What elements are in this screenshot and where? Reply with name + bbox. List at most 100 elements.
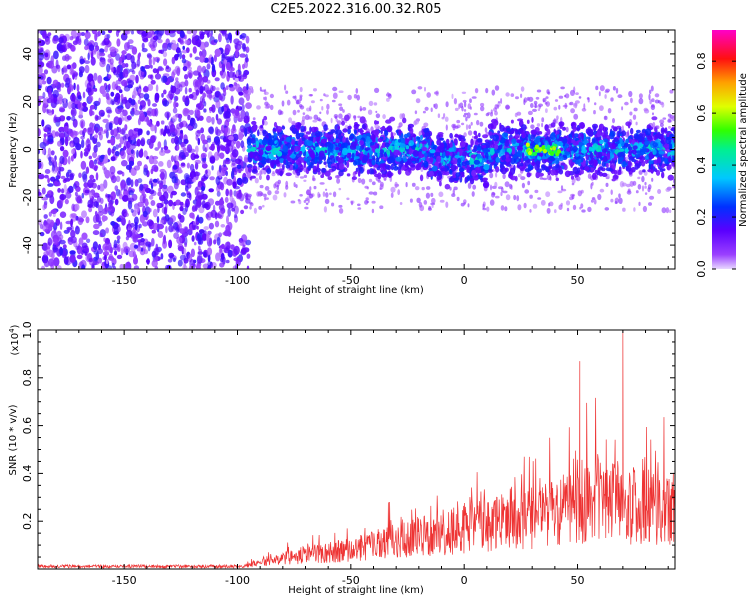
spectrogram-cell	[610, 189, 613, 195]
spectrogram-cell	[181, 58, 187, 64]
spectrogram-cell	[470, 121, 473, 126]
spectrogram-cell	[162, 191, 169, 200]
spectrogram-cell	[87, 127, 94, 136]
spectrogram-cell	[111, 67, 114, 73]
spectrogram-cell	[564, 102, 568, 109]
spectrogram-cell	[240, 209, 245, 215]
spectrogram-cell	[41, 119, 45, 127]
spectrogram-cell	[81, 242, 88, 249]
spectrogram-cell	[550, 169, 556, 176]
spectrogram-cell	[536, 89, 542, 93]
spectrogram-cell	[85, 216, 90, 224]
spectrogram-cell	[198, 72, 201, 78]
spectrogram-cell	[650, 104, 656, 111]
spectrogram-cell	[52, 89, 59, 98]
spectrogram-cell	[154, 107, 159, 117]
spectrogram-cell	[137, 99, 141, 104]
spectrogram-cell	[271, 172, 276, 177]
spectrogram-cell	[335, 118, 339, 122]
spectrogram-cell	[301, 137, 306, 142]
spectrogram-cell	[601, 172, 608, 177]
spectrogram-cell	[618, 127, 622, 135]
spectrogram-cell	[579, 169, 585, 175]
spectrogram-cell	[527, 110, 533, 116]
spectrogram-cell	[565, 126, 569, 133]
spectrogram-cell	[463, 101, 467, 108]
spectrogram-cell	[188, 148, 196, 153]
spectrogram-cell	[604, 207, 610, 211]
spectrogram-cell	[93, 261, 100, 265]
spectrogram-cell	[491, 89, 496, 96]
spectrogram-cell	[88, 257, 93, 263]
spectrogram-cell	[618, 193, 621, 199]
spectrogram-cell	[263, 91, 269, 96]
spectrogram-cell	[88, 95, 94, 103]
spectrogram-cell	[199, 55, 206, 63]
spectrogram-cell	[313, 185, 317, 190]
spectrogram-cell	[211, 63, 216, 73]
spectrogram-cell	[64, 53, 70, 62]
spectrogram-cell	[187, 228, 193, 236]
spectrogram-cell	[583, 103, 586, 110]
spectrogram-cell	[110, 91, 115, 97]
spectrogram-cell	[155, 32, 162, 40]
spectrogram-cell	[152, 68, 158, 74]
spectrogram-cell	[371, 159, 376, 166]
spectrogram-cell	[557, 190, 563, 194]
spectrogram-cell	[672, 166, 675, 169]
spectrogram-cell	[467, 130, 473, 136]
spectrogram-cell	[157, 205, 160, 213]
spectrogram-cell	[651, 177, 654, 182]
spectrogram-cell	[285, 180, 289, 187]
spectrogram-cell	[265, 145, 272, 151]
spectrogram-cell	[225, 259, 230, 264]
spectrogram-cell	[672, 115, 675, 122]
spectrogram-cell	[526, 172, 531, 178]
spectrogram-cell	[346, 160, 350, 169]
spectrogram-cell	[146, 130, 150, 136]
spectrogram-cell	[53, 116, 57, 124]
spectrogram-cell	[635, 190, 639, 194]
spectrogram-cell	[57, 265, 62, 269]
spectrogram-cell	[185, 123, 188, 129]
spectrogram-cell	[225, 170, 228, 177]
spectrogram-cell	[116, 38, 121, 47]
spectrogram-cell	[585, 136, 591, 140]
spectrogram-cell	[404, 150, 407, 154]
spectrogram-cell	[430, 107, 433, 113]
spectrogram-cell	[201, 163, 208, 169]
spectrogram-cell	[593, 110, 596, 115]
spectrogram-cell	[357, 177, 362, 184]
spectrogram-cell	[218, 95, 223, 101]
spectrogram-cell	[375, 110, 378, 114]
spectrogram-cell	[47, 218, 51, 224]
spectrogram-cell	[184, 86, 188, 95]
spectrogram-cell	[424, 106, 429, 111]
spectrogram-cell	[227, 221, 233, 231]
spectrogram-cell	[143, 150, 148, 158]
spectrogram-cell	[137, 178, 143, 184]
spectrogram-cell	[130, 55, 135, 64]
spectrogram-cell	[323, 124, 328, 132]
spectrogram-cell	[209, 156, 216, 164]
spectrogram-cell	[371, 155, 376, 161]
spectrogram-cell	[131, 30, 134, 35]
spectrogram-cell	[218, 203, 225, 211]
spectrogram-cell	[355, 88, 359, 94]
spectrogram-cell	[184, 74, 189, 80]
spectrogram-cell	[323, 206, 327, 213]
spectrogram-cell	[438, 191, 444, 198]
spectrogram-cell	[160, 128, 165, 135]
spectrogram-cell	[239, 241, 245, 246]
spectrogram-cell	[560, 86, 565, 90]
spectrogram-cell	[469, 98, 472, 103]
spectrogram-cell	[657, 189, 662, 194]
spectrogram-cell	[175, 77, 179, 82]
spectrogram-cell	[201, 97, 206, 104]
spectrogram-cell	[99, 85, 106, 95]
spectrogram-cell	[47, 177, 50, 184]
spectrogram-cell	[625, 148, 629, 154]
spectrogram-cell	[660, 127, 666, 135]
spectrogram-cell	[93, 223, 100, 230]
